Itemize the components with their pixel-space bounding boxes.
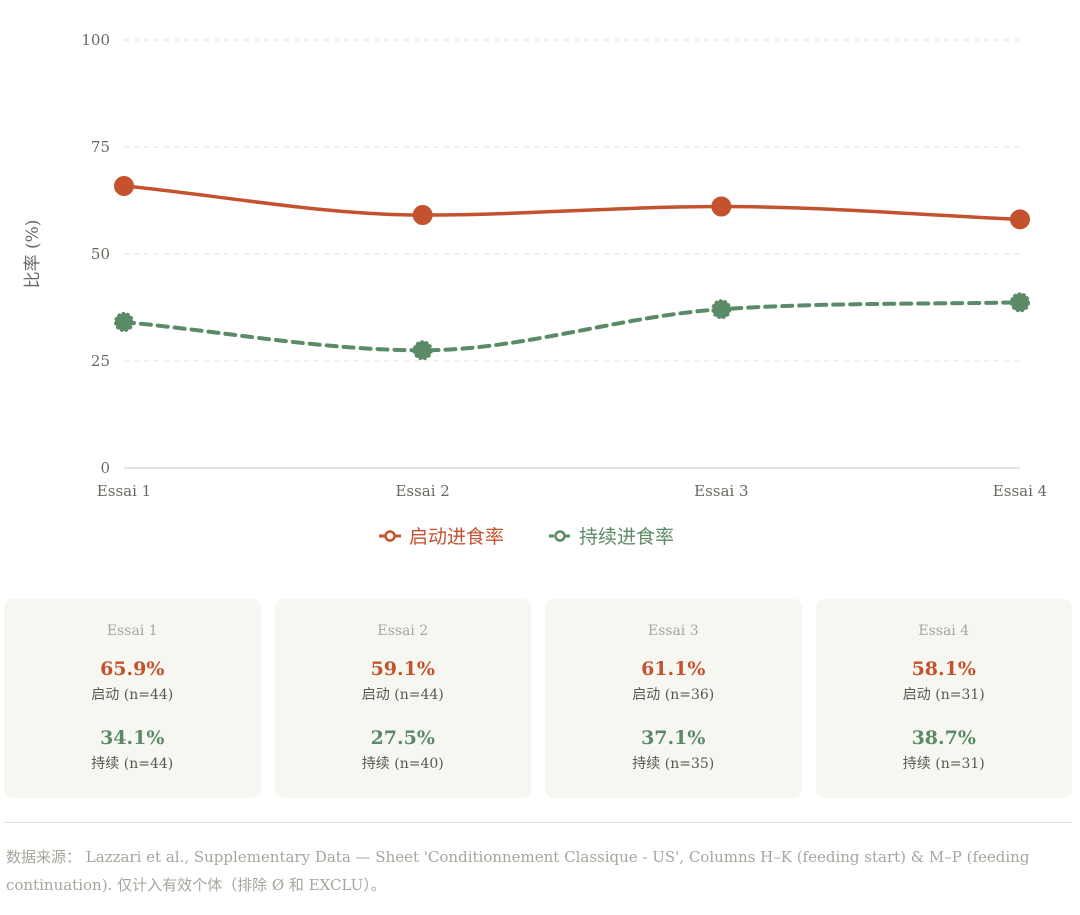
continuation-rate-value: 37.1% [641, 727, 706, 749]
continuation-sample-size: 持续 (n=44) [91, 756, 174, 772]
continuation-rate-value: 27.5% [370, 727, 435, 749]
continuation-rate-value: 38.7% [911, 727, 976, 749]
start-rate-value: 61.1% [641, 658, 706, 680]
series-line [122, 184, 1022, 222]
data-point [412, 205, 433, 226]
y-tick-label: 0 [100, 459, 110, 477]
legend: 启动进食率 持续进食率 [379, 526, 674, 548]
divider [4, 822, 1072, 823]
start-sample-size: 启动 (n=44) [361, 687, 444, 703]
legend-swatch-marker [554, 530, 566, 542]
continuation-sample-size: 持续 (n=40) [361, 756, 444, 772]
card-title: Essai 3 [647, 623, 699, 639]
y-tick-label: 75 [91, 138, 110, 156]
summary-card: Essai 1 65.9% 启动 (n=44) 34.1% 持续 (n=44) [4, 599, 261, 798]
legend-label: 启动进食率 [409, 526, 504, 548]
x-tick-label: Essai 1 [97, 482, 151, 500]
summary-card: Essai 4 58.1% 启动 (n=31) 38.7% 持续 (n=31) [815, 599, 1072, 798]
start-sample-size: 启动 (n=44) [91, 687, 174, 703]
source-note: 数据来源： Lazzari et al., Supplementary Data… [6, 848, 1030, 894]
y-tick-labels: 0 25 50 75 100 [81, 31, 110, 477]
continuation-rate-value: 34.1% [100, 727, 165, 749]
data-point [711, 299, 732, 320]
data-point [711, 196, 732, 217]
x-tick-label: Essai 3 [694, 482, 748, 500]
y-tick-label: 50 [91, 245, 110, 263]
start-rate-value: 65.9% [100, 658, 165, 680]
start-rate-value: 59.1% [370, 658, 435, 680]
card-title: Essai 2 [377, 623, 429, 639]
x-tick-label: Essai 2 [395, 482, 449, 500]
card-title: Essai 1 [106, 623, 158, 639]
series-line [122, 300, 1022, 353]
y-tick-label: 25 [91, 352, 110, 370]
continuation-sample-size: 持续 (n=35) [632, 756, 715, 772]
legend-swatch-marker [384, 530, 396, 542]
x-tick-labels: Essai 1 Essai 2 Essai 3 Essai 4 [97, 482, 1047, 500]
summary-card: Essai 3 61.1% 启动 (n=36) 37.1% 持续 (n=35) [545, 599, 802, 798]
start-rate-value: 58.1% [911, 658, 976, 680]
data-point [412, 340, 433, 361]
legend-label: 持续进食率 [579, 526, 674, 548]
card-title: Essai 4 [918, 623, 970, 639]
summary-cards: Essai 1 65.9% 启动 (n=44) 34.1% 持续 (n=44) … [4, 599, 1072, 798]
start-sample-size: 启动 (n=36) [632, 687, 715, 703]
series-lines [114, 175, 1030, 361]
data-point [1010, 292, 1030, 313]
data-point [114, 175, 134, 196]
data-point [1010, 209, 1030, 230]
start-sample-size: 启动 (n=31) [902, 687, 985, 703]
y-axis-title: 比率 (%) [23, 220, 43, 289]
data-point [114, 312, 134, 333]
summary-card: Essai 2 59.1% 启动 (n=44) 27.5% 持续 (n=40) [274, 599, 531, 798]
continuation-sample-size: 持续 (n=31) [902, 756, 985, 772]
grid-lines [124, 39, 1020, 469]
y-tick-label: 100 [81, 31, 110, 49]
x-tick-label: Essai 4 [993, 482, 1047, 500]
